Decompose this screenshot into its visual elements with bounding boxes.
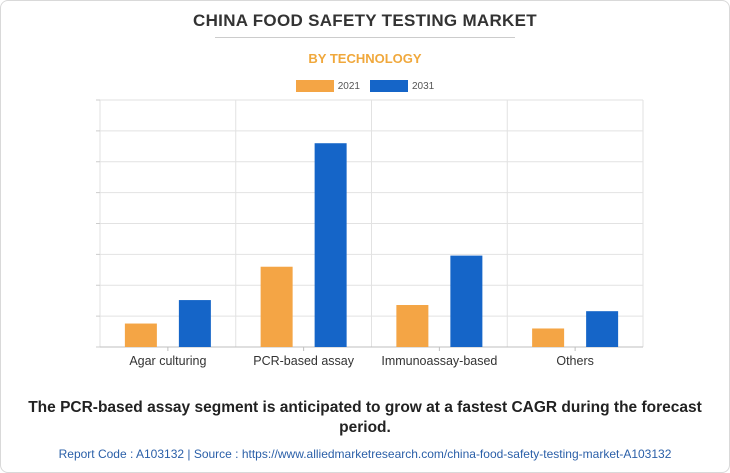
bar-chart: Agar culturing PCR-based assay Immunoassay… (96, 99, 644, 368)
title-divider (215, 37, 515, 38)
bar-2021-others (532, 328, 565, 347)
chart-title: CHINA FOOD SAFETY TESTING MARKET (193, 11, 537, 30)
x-tick-label: Others (556, 354, 594, 368)
bar-2031-others (586, 311, 619, 347)
legend-swatch-2021 (295, 80, 334, 92)
legend-label-2021: 2021 (337, 80, 360, 92)
legend-item-2031[interactable]: 2031 (370, 80, 434, 92)
bar-2031-pcr-based-assay (314, 143, 347, 347)
x-tick-label: PCR-based assay (253, 354, 354, 368)
chart-caption: The PCR-based assay segment is anticipat… (28, 399, 702, 436)
bar-2031-immunoassay-based (450, 255, 483, 347)
x-tick-label: Immunoassay-based (381, 354, 497, 368)
bar-2021-agar-culturing (124, 323, 157, 347)
source-line[interactable]: Report Code : A103132 | Source : https:/… (58, 447, 672, 461)
legend-swatch-2031 (370, 80, 408, 92)
bar-2021-immunoassay-based (396, 305, 429, 347)
chart-subtitle: BY TECHNOLOGY (308, 51, 422, 66)
legend-item-2021[interactable]: 2021 (295, 80, 360, 92)
x-tick-label: Agar culturing (129, 354, 206, 368)
legend-label-2031: 2031 (412, 80, 435, 92)
bar-2021-pcr-based-assay (260, 266, 293, 347)
legend: 2021 2031 (0, 80, 730, 92)
bar-2031-agar-culturing (178, 300, 211, 347)
